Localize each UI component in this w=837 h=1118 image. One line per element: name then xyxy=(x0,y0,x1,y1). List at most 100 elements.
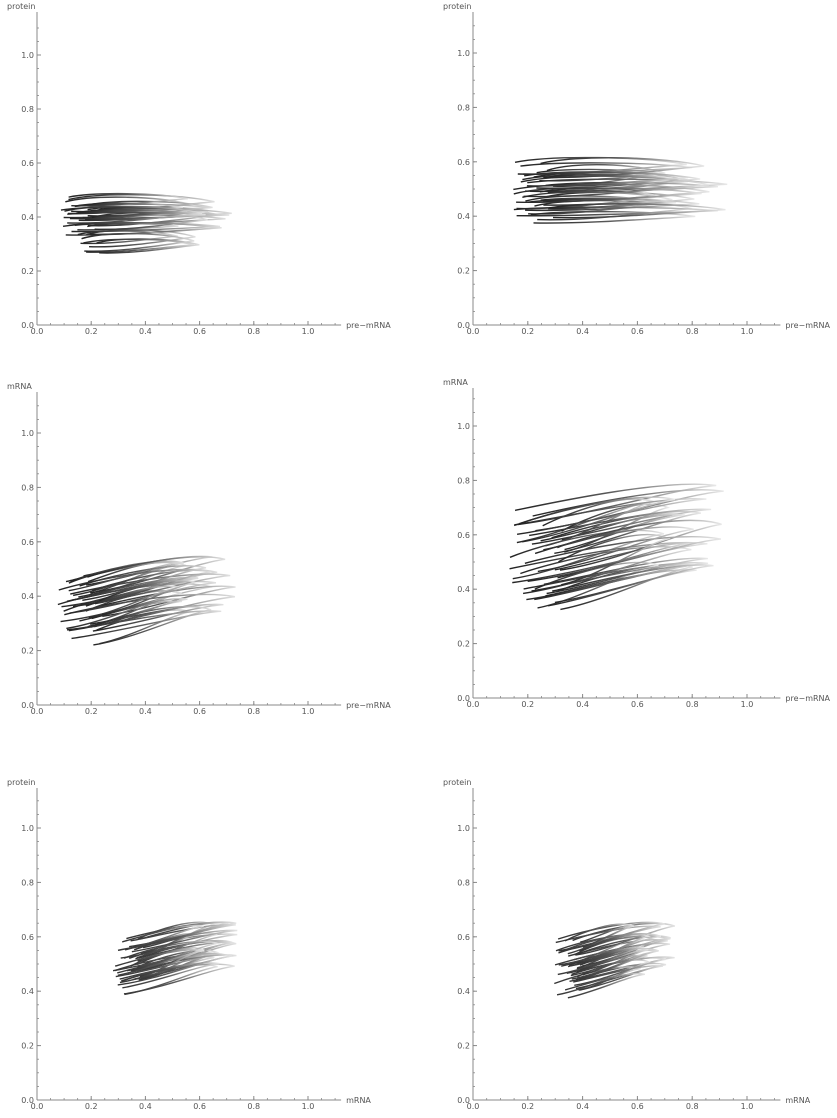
x-tick-label: 0.0 xyxy=(467,700,480,709)
trajectory-loop xyxy=(514,497,707,536)
trajectory-loop xyxy=(70,573,231,608)
x-tick-label: 0.6 xyxy=(193,327,206,336)
trajectory-loop xyxy=(75,209,206,222)
x-tick-label: 0.8 xyxy=(686,327,699,336)
trajectory-loop xyxy=(557,519,722,571)
y-tick-label: 0.2 xyxy=(457,1042,470,1051)
y-tick-label: 0.4 xyxy=(21,213,34,222)
y-tick-label: 1.0 xyxy=(21,51,34,60)
phase-plot-6: 0.0 0.2 0.4 0.6 0.8 1.0 0.0 0.2 0.4 0.6 0.8 1.0 mRNA… xyxy=(443,778,811,1111)
x-tick-label: 0.2 xyxy=(85,707,98,716)
x-tick-label: 1.0 xyxy=(741,327,754,336)
trajectory-loop xyxy=(79,565,207,602)
x-tick-label: 0.8 xyxy=(247,1102,260,1111)
y-tick-label: 0.0 xyxy=(457,694,470,703)
phase-plot-2: 0.0 0.2 0.4 0.6 0.8 1.0 0.0 0.2 0.4 0.6 0.8 1.0 pre−… xyxy=(443,2,831,336)
trajectory-loop xyxy=(524,536,722,582)
trajectory-loop xyxy=(546,198,677,209)
trajectory-series xyxy=(513,156,728,224)
x-tick-label: 0.2 xyxy=(521,1102,534,1111)
trajectory-loop xyxy=(67,211,230,220)
trajectory-loop xyxy=(519,496,676,543)
trajectory-loop xyxy=(522,191,673,212)
trajectory-loop xyxy=(123,940,218,972)
x-tick-label: 0.0 xyxy=(31,327,44,336)
trajectory-loop xyxy=(81,232,195,252)
y-tick-label: 0.8 xyxy=(457,878,470,887)
trajectory-loop xyxy=(533,171,701,189)
trajectory-series xyxy=(554,921,676,999)
x-tick-label: 0.8 xyxy=(686,700,699,709)
trajectory-loop xyxy=(534,526,694,573)
x-tick-label: 0.4 xyxy=(139,327,152,336)
x-tick-label: 0.8 xyxy=(247,327,260,336)
trajectory-series xyxy=(57,555,236,646)
x-tick-label: 0.0 xyxy=(31,707,44,716)
trajectory-loop xyxy=(546,163,666,187)
x-axis-label: mRNA xyxy=(785,1096,810,1105)
trajectory-loop xyxy=(122,924,204,951)
trajectory-loop xyxy=(509,541,708,584)
trajectory-series xyxy=(60,192,232,254)
x-tick-label: 0.0 xyxy=(467,327,480,336)
y-tick-label: 0.2 xyxy=(21,647,34,656)
y-tick-label: 1.0 xyxy=(457,824,470,833)
trajectory-loop xyxy=(96,238,200,254)
trajectory-series xyxy=(509,483,724,611)
trajectory-loop xyxy=(64,205,203,224)
x-tick-label: 0.6 xyxy=(193,707,206,716)
x-tick-label: 0.8 xyxy=(686,1102,699,1111)
trajectory-loop xyxy=(579,948,649,976)
x-tick-label: 0.0 xyxy=(467,1102,480,1111)
y-axis-label: protein xyxy=(443,778,471,787)
x-tick-label: 1.0 xyxy=(302,327,315,336)
trajectory-loop xyxy=(552,564,714,604)
x-tick-label: 0.4 xyxy=(576,1102,589,1111)
x-axis-label: mRNA xyxy=(346,1096,371,1105)
y-tick-label: 0.0 xyxy=(21,701,34,710)
trajectory-loop xyxy=(529,508,712,545)
trajectory-loop xyxy=(539,187,702,202)
y-tick-label: 0.0 xyxy=(21,1096,34,1105)
y-tick-label: 0.6 xyxy=(21,159,34,168)
x-axis-label: pre−mRNA xyxy=(346,321,391,330)
phase-plot-5: 0.0 0.2 0.4 0.6 0.8 1.0 0.0 0.2 0.4 0.6 0.8 1.0 mRNA… xyxy=(7,778,371,1111)
y-tick-label: 0.4 xyxy=(457,212,470,221)
trajectory-loop xyxy=(527,178,728,193)
trajectory-loop xyxy=(99,585,236,618)
phase-plot-1: 0.0 0.2 0.4 0.6 0.8 1.0 0.0 0.2 0.4 0.6 0.8 1.0 pre−… xyxy=(7,2,391,336)
y-tick-label: 0.4 xyxy=(457,585,470,594)
y-axis-label: mRNA xyxy=(443,378,468,387)
trajectory-loop xyxy=(558,534,671,586)
x-tick-label: 0.6 xyxy=(631,700,644,709)
trajectory-loop xyxy=(90,606,212,646)
x-tick-label: 1.0 xyxy=(302,1102,315,1111)
y-tick-label: 0.2 xyxy=(457,640,470,649)
y-tick-label: 1.0 xyxy=(457,422,470,431)
y-tick-label: 1.0 xyxy=(457,49,470,58)
trajectory-loop xyxy=(568,947,660,980)
phase-plot-4: 0.0 0.2 0.4 0.6 0.8 1.0 0.0 0.2 0.4 0.6 0.8 1.0 pre−… xyxy=(443,378,831,709)
y-tick-label: 0.8 xyxy=(457,103,470,112)
trajectory-loop xyxy=(91,569,211,605)
trajectory-loop xyxy=(572,922,676,956)
trajectory-loop xyxy=(117,956,215,984)
trajectory-loop xyxy=(119,962,220,989)
trajectory-loop xyxy=(545,569,697,607)
trajectory-loop xyxy=(550,203,726,219)
y-tick-label: 0.6 xyxy=(457,933,470,942)
trajectory-loop xyxy=(579,934,651,964)
trajectory-loop xyxy=(87,556,226,594)
y-tick-label: 0.6 xyxy=(457,158,470,167)
trajectory-loop xyxy=(68,192,189,207)
y-tick-label: 0.0 xyxy=(457,321,470,330)
x-tick-label: 1.0 xyxy=(741,1102,754,1111)
trajectory-loop xyxy=(573,965,664,990)
y-axis-label: protein xyxy=(7,778,35,787)
y-tick-label: 0.4 xyxy=(21,987,34,996)
trajectory-loop xyxy=(140,922,229,949)
trajectory-loop xyxy=(530,210,696,224)
x-tick-label: 0.8 xyxy=(247,707,260,716)
x-tick-label: 0.4 xyxy=(139,1102,152,1111)
x-tick-label: 0.6 xyxy=(193,1102,206,1111)
